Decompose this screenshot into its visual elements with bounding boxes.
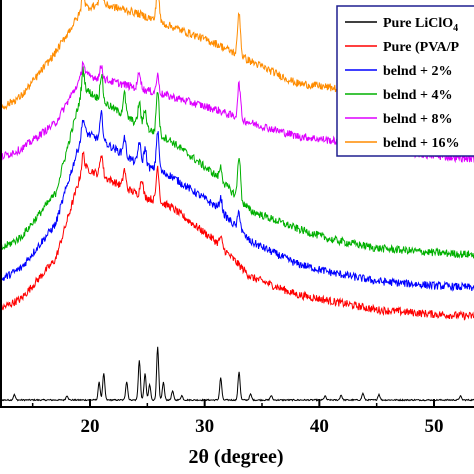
legend-label-0: Pure LiClO4 — [383, 16, 458, 34]
series-line-2 — [0, 110, 474, 292]
x-tick-label-40: 40 — [310, 416, 329, 437]
legend-box — [336, 5, 474, 157]
series-line-3 — [0, 66, 474, 259]
x-tick-label-20: 20 — [81, 416, 100, 437]
legend-subscript-0: 4 — [453, 23, 458, 34]
legend-label-2: belnd + 2% — [383, 64, 452, 79]
x-tick-label-30: 30 — [195, 416, 214, 437]
legend-label-5: belnd + 16% — [383, 136, 459, 151]
legend: Pure LiClO4 Pure (PVA/P belnd + 2% belnd + … — [336, 5, 474, 157]
legend-label-1: Pure (PVA/P — [383, 40, 460, 55]
x-axis-title: 2θ (degree) — [188, 446, 283, 468]
series-line-0 — [0, 346, 474, 402]
series-layer — [0, 0, 474, 402]
series-line-1 — [0, 150, 474, 321]
legend-label-4: belnd + 8% — [383, 112, 452, 127]
legend-label-3: belnd + 4% — [383, 88, 452, 103]
x-tick-label-50: 50 — [425, 416, 444, 437]
